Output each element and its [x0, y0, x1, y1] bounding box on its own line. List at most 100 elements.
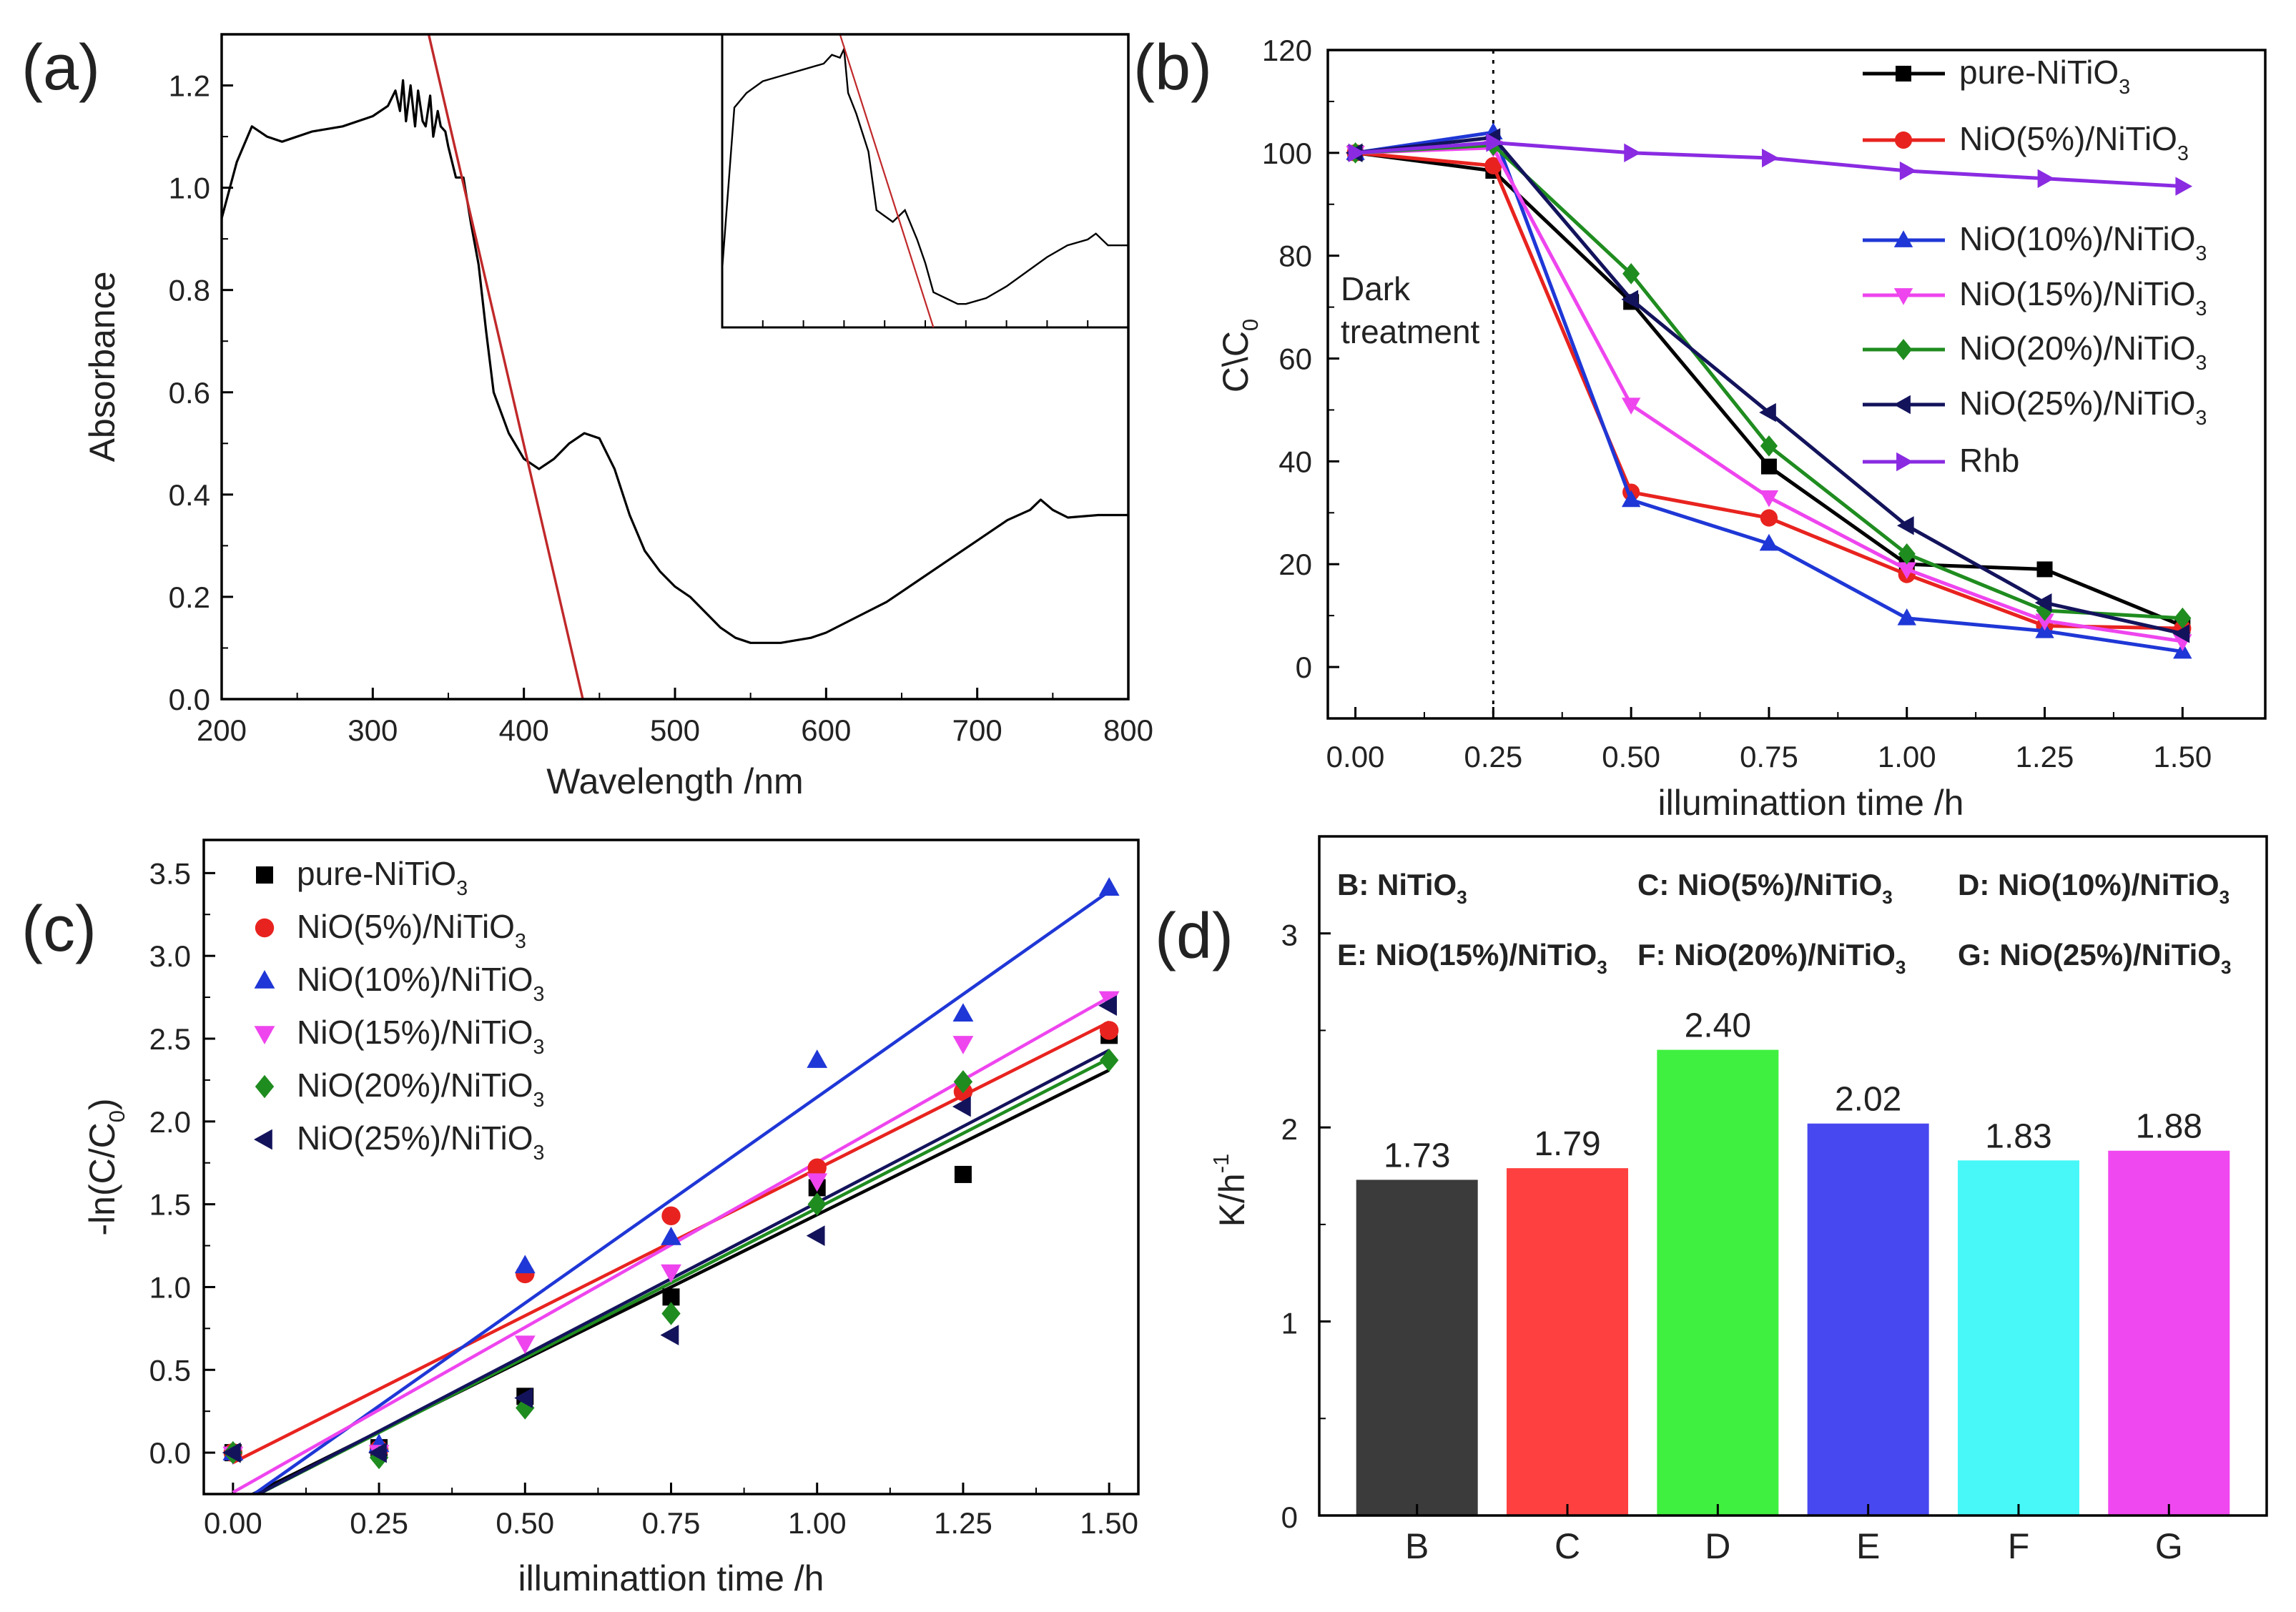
d-bar-value-label: 2.40: [1685, 1007, 1751, 1045]
c-legend-entry-text: pure-NiTiO: [297, 855, 456, 892]
b-legend-marker: [1896, 452, 1913, 472]
b-ylabel: C\C0: [1216, 319, 1263, 392]
d-bar-value-label: 1.79: [1534, 1125, 1600, 1163]
c-legend-entry: NiO(15%)/NiTiO3: [297, 1014, 544, 1059]
c-data-point: [514, 1335, 536, 1355]
a-xtick-label: 300: [348, 713, 398, 747]
b-data-point: [2035, 613, 2054, 631]
d-legend-entry-text: B: NiTiO: [1337, 868, 1457, 901]
a-ytick-label: 0.4: [169, 478, 210, 512]
b-legend-entry-sub: 3: [2196, 352, 2207, 375]
a-xtick-label: 600: [801, 713, 851, 747]
b-data-point: [2172, 624, 2190, 643]
d-bar: [1507, 1168, 1629, 1515]
b-data-point: [1762, 148, 1779, 168]
c-data-point: [514, 1388, 533, 1409]
b-data-point: [2037, 169, 2055, 189]
b-legend-marker: [1894, 339, 1913, 360]
panel-d: (d) 0 1 2 3 1.73 B 1.79 C 2.40 D 2.02 E 1.83 F 1.88 G B:…: [1155, 835, 2268, 1566]
b-legend-entry-text: NiO(15%)/NiTiO: [1959, 275, 2196, 312]
panel-b: (b) 0.00 0.25 0.50 0.75 1.00 1.25 1.50 0 20 40 60 8…: [1133, 32, 2267, 823]
b-legend-entry: NiO(5%)/NiTiO3: [1959, 120, 2189, 165]
c-data-point: [661, 1264, 681, 1283]
c-legend-marker: [255, 1074, 275, 1099]
panel-d-plot-area: 0 1 2 3 1.73 B 1.79 C 2.40 D 2.02 E 1.83 F 1.88 G B: NiT…: [1208, 835, 2268, 1566]
d-bar: [1657, 1049, 1779, 1515]
b-xtick-label: 1.50: [2153, 740, 2212, 773]
c-legend-marker: [255, 918, 275, 938]
b-frame: [1326, 49, 2267, 720]
a-ylabel: Absorbance: [82, 272, 122, 463]
c-data-point: [807, 1049, 828, 1068]
b-data-point: [1896, 516, 1914, 535]
c-legend-entry-sub: 3: [533, 1142, 545, 1165]
c-xtick-label: 0.25: [350, 1506, 408, 1540]
d-xtick-label: E: [1856, 1526, 1880, 1566]
b-ytick-label: 20: [1278, 548, 1312, 581]
b-legend-marker: [1896, 66, 1911, 81]
c-legend-entry-sub: 3: [515, 930, 526, 953]
c-legend-entry: NiO(25%)/NiTiO3: [297, 1119, 544, 1165]
b-xlabel: illuminattion time /h: [1658, 783, 1964, 823]
d-bar-value-label: 1.83: [1985, 1117, 2051, 1155]
c-ylabel-text: -ln(C/C: [82, 1122, 122, 1235]
panel-b-label: (b): [1133, 32, 1212, 104]
b-ytick-label: 80: [1278, 239, 1312, 273]
d-bar-value-label: 1.88: [2136, 1108, 2202, 1146]
c-ytick-label: 1.5: [149, 1188, 191, 1222]
c-xtick-label: 1.50: [1080, 1506, 1138, 1540]
b-data-point: [1759, 402, 1776, 422]
b-legend-entry: NiO(15%)/NiTiO3: [1959, 275, 2207, 320]
b-legend-entry: NiO(10%)/NiTiO3: [1959, 220, 2207, 265]
b-ylabel-sub: 0: [1238, 319, 1263, 331]
d-bar: [1356, 1180, 1478, 1515]
b-legend-entry-sub: 3: [2119, 76, 2130, 99]
b-ytick-label: 100: [1262, 137, 1312, 170]
c-ytick-label: 3.5: [149, 856, 191, 890]
d-legend-entry-sub: 3: [1882, 886, 1892, 908]
b-data-point: [1621, 490, 1641, 508]
d-bar: [1957, 1160, 2079, 1515]
d-legend-entry: F: NiO(20%)/NiTiO3: [1637, 938, 1906, 978]
b-xtick-label: 1.00: [1878, 740, 1936, 773]
a-series-spectrum: [222, 79, 1128, 644]
b-annotation-line1: Dark: [1341, 270, 1411, 307]
b-legend-entry-text: NiO(10%)/NiTiO: [1959, 220, 2196, 257]
panel-a: (a) 200 300 400 500 600 700 800 0.0 0.2 0.4 0.6 0.8…: [21, 32, 1153, 801]
a-inset-series-group: [722, 34, 1128, 327]
c-legend-entry-text: NiO(5%)/NiTiO: [297, 908, 515, 945]
b-legend-marker: [1893, 395, 1911, 415]
c-frame: [202, 839, 1140, 1495]
panel-c: (c) 0.00 0.25 0.50 0.75 1.00 1.25 1.500.00.51.…: [21, 839, 1140, 1598]
d-ytick-label: 2: [1281, 1112, 1298, 1146]
c-legend-entry-sub: 3: [533, 1089, 545, 1112]
b-legend-marker: [1893, 288, 1913, 305]
c-data-point: [1098, 995, 1117, 1017]
d-legend-entry-text: C: NiO(5%)/NiTiO: [1637, 868, 1882, 901]
b-data-point: [1348, 143, 1366, 163]
panel-d-label: (d): [1155, 901, 1233, 972]
panel-c-label: (c): [21, 894, 97, 965]
d-legend-entry-text: F: NiO(20%)/NiTiO: [1637, 938, 1896, 971]
b-data-point: [1624, 143, 1641, 163]
d-ylabel-sup: -1: [1208, 1154, 1233, 1174]
a-ytick-label: 0.6: [169, 376, 210, 410]
a-xlabel: Wavelength /nm: [546, 761, 803, 801]
c-data-point: [954, 1165, 972, 1183]
c-fit-line: [251, 889, 1110, 1494]
b-ylabel-text: C\C: [1216, 331, 1256, 392]
b-legend-entry-sub: 3: [2196, 242, 2207, 265]
b-legend-entry-text: NiO(5%)/NiTiO: [1959, 120, 2177, 157]
b-ytick-label: 120: [1262, 34, 1312, 67]
c-legend-marker: [254, 1026, 275, 1044]
c-legend-entry-sub: 3: [533, 983, 545, 1006]
d-bar-value-label: 1.73: [1384, 1137, 1450, 1175]
c-data-point: [514, 1255, 536, 1274]
c-data-point: [807, 1158, 827, 1177]
c-data-point: [661, 1206, 681, 1226]
a-frame: [220, 33, 1130, 701]
b-xtick-label: 0.50: [1602, 740, 1660, 773]
c-data-point: [368, 1442, 387, 1463]
b-ytick-label: 40: [1278, 445, 1312, 478]
